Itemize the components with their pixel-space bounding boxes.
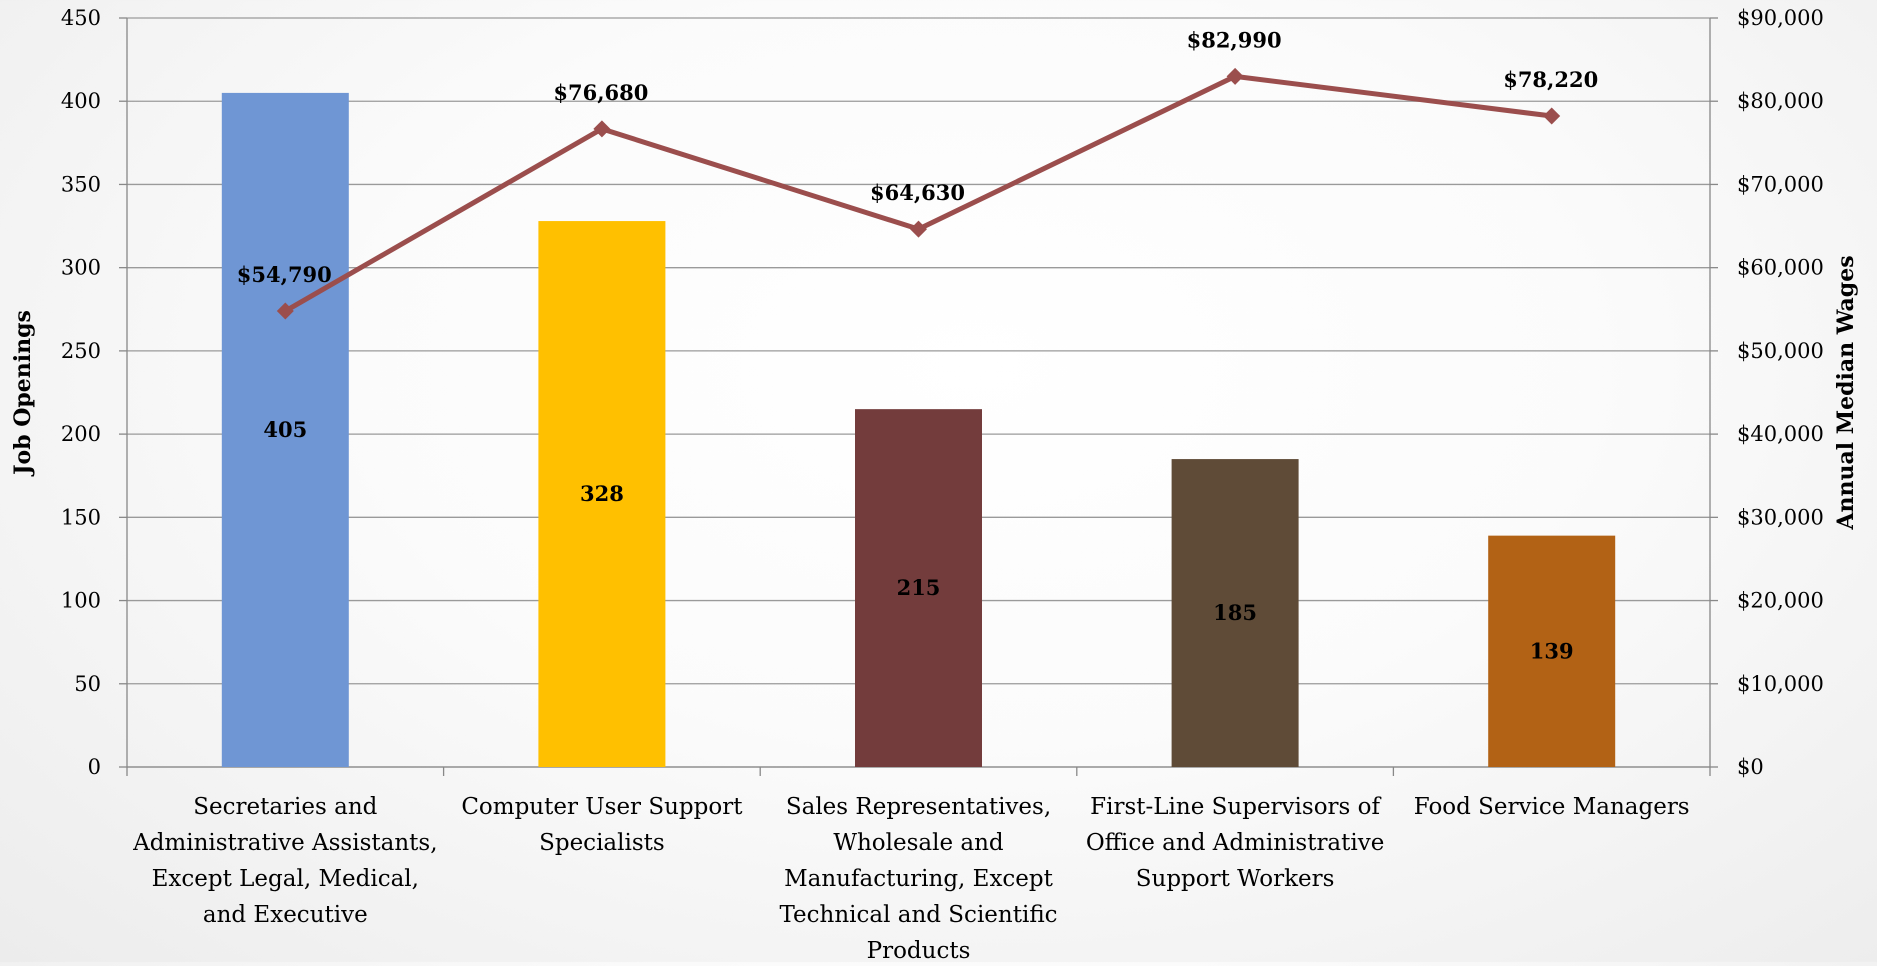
left-axis-title: Job Openings <box>10 310 36 477</box>
wage-value-label: $54,790 <box>237 262 332 287</box>
bar-value-label: 328 <box>580 481 624 506</box>
left-tick-label: 0 <box>88 755 101 779</box>
right-tick-label: $0 <box>1737 755 1764 779</box>
category-label: Sales Representatives, Wholesale and Manuf… <box>779 794 1057 962</box>
category-label-line: Specialists <box>539 830 665 856</box>
bar-value-label: 139 <box>1530 638 1574 663</box>
category-label-line: Administrative Assistants, <box>132 830 437 856</box>
left-tick-label: 450 <box>61 6 101 30</box>
wage-point-marker <box>1226 67 1244 85</box>
bar <box>221 92 349 767</box>
category-label-line: Office and Administrative <box>1086 830 1385 856</box>
category-label: Computer User Support Specialists <box>461 794 743 856</box>
category-label-line: Except Legal, Medical, <box>152 866 419 892</box>
right-tick-label: $50,000 <box>1737 339 1824 363</box>
left-tick-label: 400 <box>61 89 101 113</box>
category-label-line: Technical and Scientific <box>779 902 1057 928</box>
category-label-line: Sales Representatives, <box>786 794 1051 820</box>
axes: 0 $0 50 $10,000 100 $20,000 150 $30,000 200 $40,0… <box>10 6 1859 964</box>
wage-value-label: $82,990 <box>1187 27 1282 52</box>
left-tick-label: 100 <box>61 589 101 613</box>
data-labels: 405 328 215 185 139 $54,790 $76,680 $64,630 $82,… <box>237 27 1598 663</box>
category-label: First-Line Supervisors of Office and Admi… <box>1086 794 1385 892</box>
category-label-line: First-Line Supervisors of <box>1090 794 1381 820</box>
bar <box>538 221 666 767</box>
bar <box>1171 459 1299 767</box>
category-label: Food Service Managers <box>1414 794 1690 820</box>
right-tick-label: $40,000 <box>1737 422 1824 446</box>
category-label-line: Food Service Managers <box>1414 794 1690 820</box>
wage-point-marker <box>910 220 927 238</box>
category-label-line: Computer User Support <box>461 794 743 820</box>
category-label-line: Products <box>867 938 971 962</box>
category-label-line: Secretaries and <box>193 794 377 820</box>
left-tick-label: 350 <box>61 172 101 196</box>
category-label-line: Support Workers <box>1136 866 1335 892</box>
wage-point-marker <box>1543 107 1561 125</box>
right-axis-title: Annual Median Wages <box>1833 255 1859 530</box>
category-label-line: Manufacturing, Except <box>784 866 1054 892</box>
category-label-line: Wholesale and <box>833 830 1004 856</box>
right-tick-label: $10,000 <box>1737 672 1824 696</box>
wage-value-label: $64,630 <box>870 180 965 205</box>
left-tick-label: 50 <box>74 672 101 696</box>
bar <box>855 409 982 767</box>
left-tick-label: 300 <box>61 256 101 280</box>
wage-value-label: $78,220 <box>1503 67 1598 92</box>
right-tick-label: $70,000 <box>1737 172 1824 196</box>
right-tick-label: $20,000 <box>1737 589 1824 613</box>
category-label: Secretaries and Administrative Assistants… <box>132 794 437 928</box>
wage-line-series <box>276 67 1561 320</box>
bar-value-label: 185 <box>1213 600 1257 625</box>
wage-point-marker <box>593 120 611 138</box>
bar <box>1488 535 1616 767</box>
right-tick-label: $80,000 <box>1737 89 1824 113</box>
wage-value-label: $76,680 <box>553 80 648 105</box>
bars <box>221 92 1616 767</box>
left-tick-label: 150 <box>61 505 101 529</box>
right-tick-label: $90,000 <box>1737 6 1824 30</box>
right-tick-label: $30,000 <box>1737 505 1824 529</box>
category-label-line: and Executive <box>203 902 368 928</box>
right-tick-label: $60,000 <box>1737 256 1824 280</box>
left-tick-label: 200 <box>61 422 101 446</box>
wage-point-marker <box>276 302 294 320</box>
bar-value-label: 405 <box>263 417 307 442</box>
bar-value-label: 215 <box>897 575 941 600</box>
left-tick-label: 250 <box>61 339 101 363</box>
